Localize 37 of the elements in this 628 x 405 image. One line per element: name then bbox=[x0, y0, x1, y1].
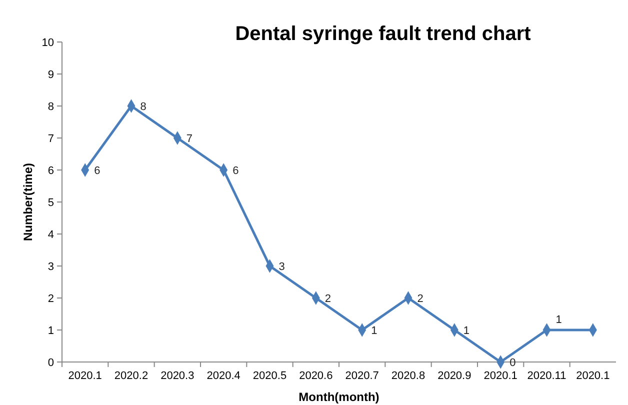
data-label: 6 bbox=[94, 165, 100, 177]
data-label: 6 bbox=[232, 165, 239, 177]
x-tick-label: 2020.2 bbox=[114, 370, 148, 382]
x-tick-label: 2020.5 bbox=[252, 370, 287, 382]
y-tick-label: 3 bbox=[48, 261, 54, 273]
y-tick-label: 0 bbox=[48, 357, 54, 369]
y-tick-label: 6 bbox=[48, 165, 54, 177]
data-label: 0 bbox=[510, 357, 516, 369]
y-tick-label: 4 bbox=[48, 229, 54, 241]
data-label: 2 bbox=[417, 293, 424, 305]
y-tick-label: 9 bbox=[48, 69, 54, 81]
y-tick-label: 2 bbox=[48, 293, 54, 305]
data-label: 1 bbox=[556, 314, 562, 326]
x-tick-label: 2020.1 bbox=[484, 370, 518, 382]
x-tick-label: 2020.8 bbox=[391, 370, 426, 382]
y-tick-label: 1 bbox=[48, 325, 54, 337]
x-tick-label: 2020.4 bbox=[206, 370, 240, 382]
x-axis-title: Month(month) bbox=[298, 390, 380, 404]
x-tick-label: 2020.7 bbox=[345, 370, 379, 382]
x-tick-label: 2020.1 bbox=[68, 370, 102, 382]
y-tick-label: 7 bbox=[48, 133, 54, 145]
y-axis-title: Number(time) bbox=[21, 162, 35, 242]
y-tick-label: 10 bbox=[42, 37, 54, 49]
x-tick-label: 2020.11 bbox=[527, 370, 566, 382]
data-label: 7 bbox=[186, 133, 193, 145]
data-label: 1 bbox=[371, 325, 378, 337]
x-tick-label: 2020.3 bbox=[160, 370, 194, 382]
y-tick-label: 5 bbox=[48, 197, 54, 209]
data-label: 3 bbox=[278, 261, 285, 273]
x-tick-label: 2020.6 bbox=[299, 370, 333, 382]
x-tick-label: 2020.1 bbox=[576, 370, 610, 382]
data-label: 2 bbox=[324, 293, 332, 305]
chart-title: Dental syringe fault trend chart bbox=[235, 23, 532, 45]
y-tick-label: 8 bbox=[48, 101, 54, 113]
x-tick-label: 2020.9 bbox=[438, 370, 472, 382]
data-label: 1 bbox=[463, 325, 470, 337]
data-label: 8 bbox=[140, 101, 146, 113]
